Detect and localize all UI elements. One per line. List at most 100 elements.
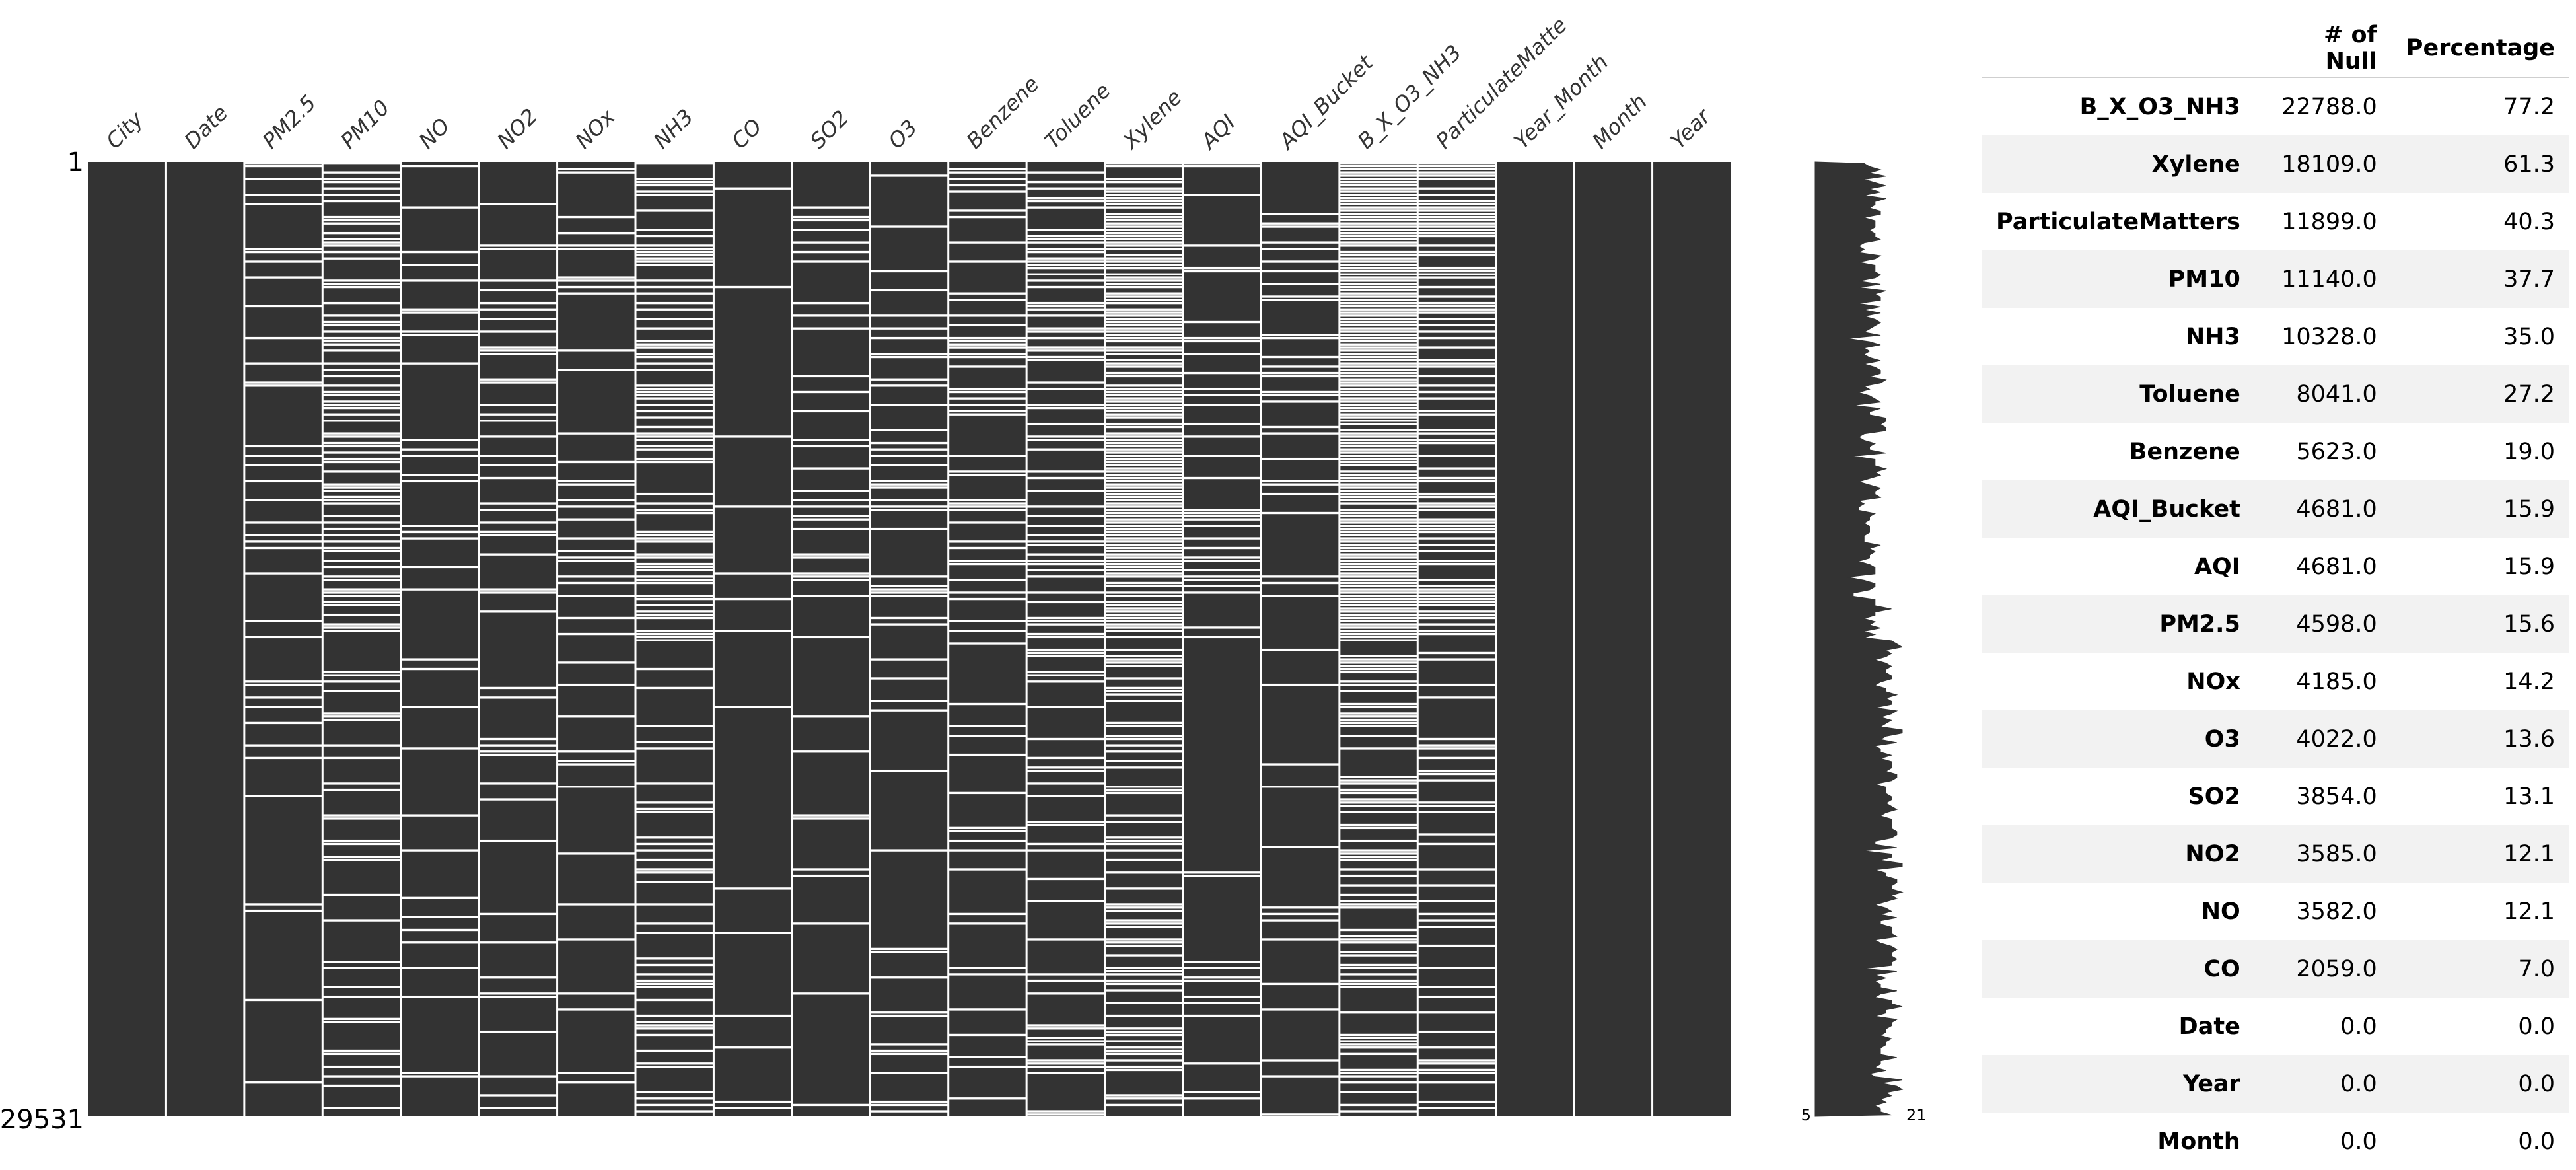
table-row: Benzene 5623.0 19.0 [1982, 423, 2569, 480]
matrix-missing-mark [323, 502, 400, 505]
matrix-missing-mark [1105, 607, 1182, 610]
matrix-missing-mark [244, 162, 322, 165]
matrix-missing-mark [323, 550, 400, 553]
matrix-missing-mark [948, 597, 1026, 601]
matrix-missing-mark [792, 553, 870, 556]
matrix-missing-mark [1340, 826, 1417, 830]
matrix-missing-mark [1418, 1072, 1495, 1074]
matrix-missing-mark [1418, 1011, 1495, 1014]
matrix-missing-mark [1027, 206, 1104, 209]
matrix-missing-mark [1027, 305, 1104, 308]
matrix-missing-mark [323, 534, 400, 536]
matrix-missing-mark [1340, 1043, 1417, 1046]
matrix-column-PM10 [322, 162, 401, 1116]
matrix-missing-mark [948, 546, 1026, 550]
matrix-missing-mark [1340, 581, 1417, 585]
matrix-missing-mark [323, 546, 400, 550]
matrix-missing-mark [401, 530, 479, 534]
matrix-missing-mark [1340, 455, 1417, 457]
matrix-missing-mark [244, 381, 322, 384]
matrix-missing-mark [871, 1110, 948, 1113]
matrix-missing-mark [636, 209, 713, 212]
matrix-missing-mark [1340, 595, 1417, 597]
matrix-missing-mark [1027, 196, 1104, 200]
matrix-missing-mark [1418, 597, 1495, 601]
matrix-missing-mark [480, 753, 557, 756]
matrix-missing-mark [1418, 801, 1495, 804]
matrix-missing-mark [1340, 562, 1417, 566]
matrix-missing-mark [323, 674, 400, 676]
matrix-missing-mark [244, 636, 322, 639]
matrix-missing-mark [1105, 432, 1182, 435]
matrix-missing-mark [1105, 737, 1182, 741]
matrix-missing-mark [792, 375, 870, 378]
matrix-missing-mark [1262, 1059, 1339, 1062]
matrix-missing-mark [636, 410, 713, 413]
matrix-missing-mark [1027, 632, 1104, 636]
matrix-missing-mark [636, 445, 713, 448]
column-label: CO [727, 114, 766, 153]
matrix-missing-mark [636, 868, 713, 871]
matrix-missing-mark [1105, 359, 1182, 362]
matrix-missing-mark [1418, 178, 1495, 180]
matrix-missing-mark [480, 349, 557, 352]
matrix-missing-mark [636, 250, 713, 254]
matrix-missing-mark [1340, 413, 1417, 416]
matrix-missing-mark [323, 1065, 400, 1068]
matrix-missing-mark [323, 178, 400, 180]
table-row: NO2 3585.0 12.1 [1982, 825, 2569, 883]
matrix-missing-mark [1340, 362, 1417, 365]
matrix-missing-mark [1105, 318, 1182, 320]
matrix-missing-mark [1105, 1094, 1182, 1097]
matrix-missing-mark [1340, 209, 1417, 212]
matrix-missing-mark [1105, 279, 1182, 282]
matrix-missing-mark [1262, 982, 1339, 986]
table-cell-column-name: Xylene [1982, 135, 2255, 193]
matrix-missing-mark [636, 604, 713, 606]
matrix-missing-mark [1418, 254, 1495, 257]
matrix-missing-mark [1105, 1052, 1182, 1056]
matrix-missing-mark [1105, 1065, 1182, 1068]
matrix-missing-mark [323, 744, 400, 747]
matrix-missing-mark [636, 957, 713, 960]
matrix-missing-mark [792, 410, 870, 413]
matrix-missing-mark [1418, 811, 1495, 813]
matrix-missing-mark [871, 677, 948, 680]
matrix-missing-mark [871, 464, 948, 466]
matrix-missing-mark [557, 556, 635, 559]
table-cell-null-count: 8041.0 [2254, 365, 2392, 423]
matrix-missing-mark [1105, 562, 1182, 566]
matrix-missing-mark [1340, 229, 1417, 231]
matrix-missing-mark [948, 591, 1026, 594]
matrix-missing-mark [1418, 1100, 1495, 1103]
matrix-missing-mark [1105, 474, 1182, 476]
matrix-missing-mark [1340, 591, 1417, 594]
matrix-missing-mark [1340, 509, 1417, 511]
matrix-missing-mark [1418, 250, 1495, 254]
matrix-missing-mark [792, 750, 870, 753]
matrix-missing-mark [948, 868, 1026, 871]
matrix-missing-mark [792, 715, 870, 718]
matrix-missing-mark [323, 839, 400, 842]
matrix-missing-mark [636, 807, 713, 811]
matrix-missing-mark [480, 308, 557, 311]
matrix-missing-mark [1340, 250, 1417, 254]
matrix-missing-mark [1027, 279, 1104, 282]
matrix-missing-mark [1418, 1046, 1495, 1049]
matrix-missing-mark [1418, 492, 1495, 495]
table-cell-column-name: NO [2201, 898, 2240, 925]
matrix-missing-mark [1418, 623, 1495, 626]
matrix-missing-mark [323, 171, 400, 174]
matrix-missing-mark [1418, 505, 1495, 508]
matrix-missing-mark [401, 474, 479, 476]
matrix-missing-mark [480, 301, 557, 305]
matrix-missing-mark [1340, 575, 1417, 578]
matrix-missing-mark [948, 178, 1026, 180]
matrix-missing-mark [1418, 336, 1495, 340]
matrix-missing-mark [1340, 330, 1417, 333]
matrix-missing-mark [636, 162, 713, 165]
matrix-missing-mark [1340, 1072, 1417, 1074]
matrix-missing-mark [792, 215, 870, 219]
matrix-missing-mark [480, 610, 557, 613]
matrix-missing-mark [1418, 365, 1495, 368]
